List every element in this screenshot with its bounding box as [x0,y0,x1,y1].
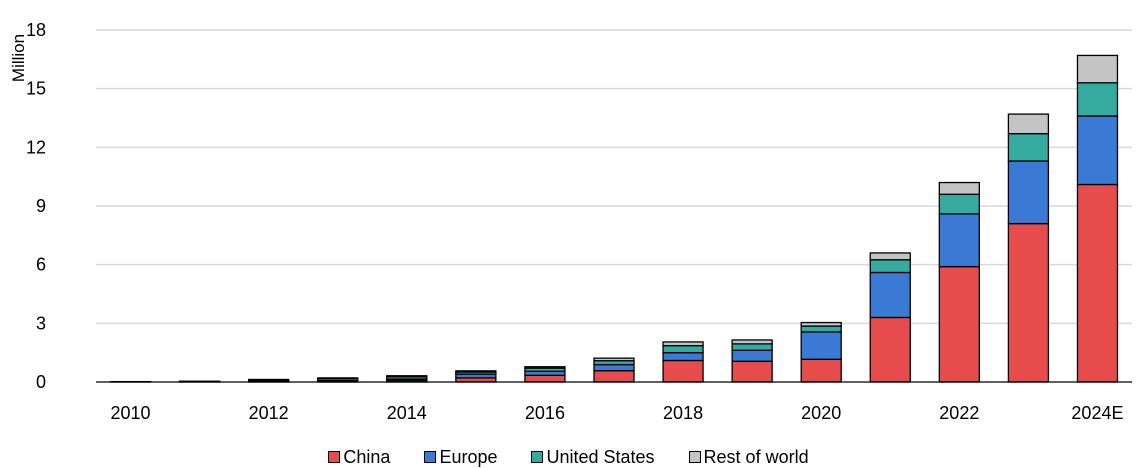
legend-label: Rest of world [703,446,809,467]
y-tick-label: 3 [36,313,46,333]
x-tick-label: 2012 [249,403,289,423]
bar-segment-china [524,374,566,383]
bar-segment-rest-of-world [248,378,290,381]
bar-segment-rest-of-world [731,339,773,345]
legend-swatch [688,451,701,463]
bar-segment-rest-of-world [524,366,566,369]
legend-item-china: China [328,447,390,468]
y-tick-label: 12 [26,137,46,157]
bar-segment-europe [800,331,842,360]
legend-item-rest-of-world: Rest of world [688,446,809,468]
bar-segment-europe [1076,115,1119,186]
bar-segment-europe [731,349,773,362]
bar-segment-united-states [938,193,980,215]
y-axis-label: Million [9,34,28,82]
x-tick-label: 2024E [1071,403,1123,423]
bar-segment-rest-of-world [455,370,497,373]
bar-segment-united-states [662,344,704,354]
y-tick-label: 6 [36,255,46,275]
y-tick-label: 15 [26,79,46,99]
y-tick-label: 0 [36,372,46,392]
legend-swatch [328,451,341,463]
x-tick-label: 2020 [801,403,841,423]
y-tick-label: 18 [26,20,46,40]
bar-segment-china [731,360,773,383]
bar-segment-europe [662,352,704,362]
bar-segment-united-states [869,259,911,274]
y-axis-ticks: 0 3 6 9 12 15 18 [26,20,46,392]
legend-label: China [343,446,391,467]
x-tick-label: 2018 [663,403,703,423]
legend-item-united-states: United States [531,446,655,468]
bar-segment-rest-of-world [869,252,911,261]
bar-segment-rest-of-world [317,377,359,380]
bar-segment-united-states [800,325,842,333]
bar-segment-united-states [731,343,773,351]
bar-segment-europe [1007,160,1050,225]
bar-segment-china [593,370,635,383]
bar-segment-china [662,359,704,383]
bar-segment-rest-of-world [662,341,704,347]
legend-label: United States [546,446,655,467]
bar-segment-europe [938,213,980,268]
x-tick-label: 2010 [111,403,151,423]
bar-segment-rest-of-world [800,321,842,327]
bar-segment-rest-of-world [938,181,980,195]
legend-swatch [531,451,544,463]
bar-segment-rest-of-world [1007,113,1050,135]
bars [109,54,1119,383]
bar-segment-rest-of-world [386,375,428,378]
bar-segment-china [938,265,980,383]
legend-label: Europe [439,446,498,467]
bar-segment-china [800,358,842,383]
legend: China Europe United States Rest of world [0,446,1137,468]
y-tick-label: 9 [36,196,46,216]
bar-segment-europe [869,271,911,319]
x-tick-label: 2022 [939,403,979,423]
bar-segment-europe [593,363,635,372]
x-axis-ticks: 2010 2012 2014 2016 2018 2020 2022 2024E [111,403,1124,423]
x-tick-label: 2014 [387,403,427,423]
bar-segment-united-states [1007,132,1050,162]
bar-segment-china [869,316,911,383]
bar-segment-china [1076,183,1119,383]
bar-segment-united-states [1076,82,1119,117]
x-tick-label: 2016 [525,403,565,423]
bar-segment-rest-of-world [1076,54,1119,84]
legend-item-europe: Europe [424,447,497,468]
legend-swatch [424,451,437,463]
bar-segment-china [1007,222,1050,383]
bar-segment-rest-of-world [593,357,635,362]
